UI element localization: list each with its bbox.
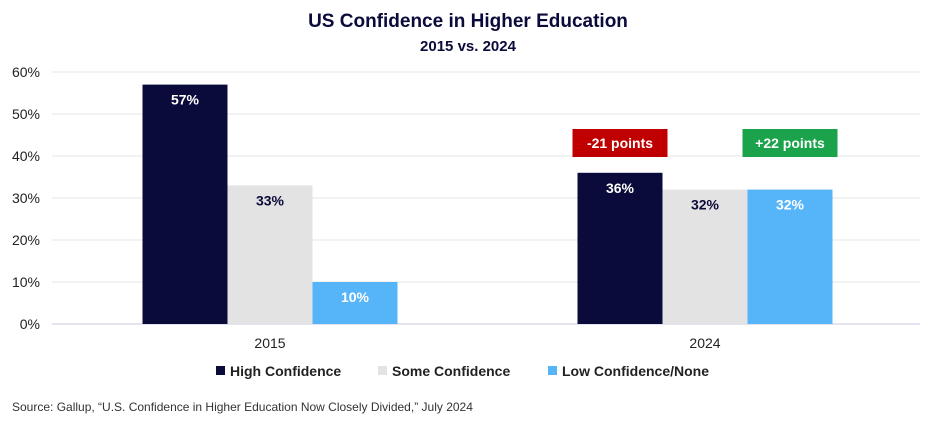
annotation-label: +22 points xyxy=(755,135,825,151)
y-tick-label: 50% xyxy=(12,106,40,122)
data-label: 32% xyxy=(691,197,720,213)
legend-label: High Confidence xyxy=(230,363,341,379)
annotations: -21 points +22 points xyxy=(572,129,838,157)
y-tick-label: 40% xyxy=(12,148,40,164)
data-label: 10% xyxy=(341,289,370,305)
legend-swatch xyxy=(216,366,225,375)
bar-2015-1 xyxy=(227,185,313,324)
legend: High Confidence Some Confidence Low Confid… xyxy=(216,363,709,379)
annotation-box xyxy=(742,129,838,157)
y-tick-label: 10% xyxy=(12,274,40,290)
y-axis: 0% 10% 20% 30% 40% 50% 60% xyxy=(12,64,40,332)
bar-2024-1 xyxy=(662,189,748,324)
bars: 57% 33% 10% 36% 32% 32% xyxy=(142,84,833,324)
y-tick-label: 60% xyxy=(12,64,40,80)
source-note: Source: Gallup, “U.S. Confidence in High… xyxy=(12,400,473,414)
bar-2024-0 xyxy=(577,172,663,324)
bar-2024-2 xyxy=(747,189,833,324)
annotation-label: -21 points xyxy=(587,135,653,151)
y-tick-label: 20% xyxy=(12,232,40,248)
data-label: 32% xyxy=(776,197,805,213)
x-axis: 2015 2024 xyxy=(254,335,720,351)
data-label: 33% xyxy=(256,192,285,208)
data-label: 36% xyxy=(606,180,635,196)
legend-label: Low Confidence/None xyxy=(562,363,709,379)
x-tick-label: 2015 xyxy=(254,335,285,351)
y-tick-label: 30% xyxy=(12,190,40,206)
chart-title: US Confidence in Higher Education xyxy=(308,11,628,32)
annotation-box xyxy=(572,129,668,157)
bar-2015-0 xyxy=(142,84,228,324)
legend-swatch xyxy=(378,366,387,375)
legend-swatch xyxy=(548,366,557,375)
x-tick-label: 2024 xyxy=(689,335,720,351)
data-label: 57% xyxy=(171,92,200,108)
y-tick-label: 0% xyxy=(20,316,40,332)
bar-2015-2 xyxy=(312,282,398,324)
legend-label: Some Confidence xyxy=(392,363,510,379)
chart-subtitle: 2015 vs. 2024 xyxy=(420,38,517,55)
